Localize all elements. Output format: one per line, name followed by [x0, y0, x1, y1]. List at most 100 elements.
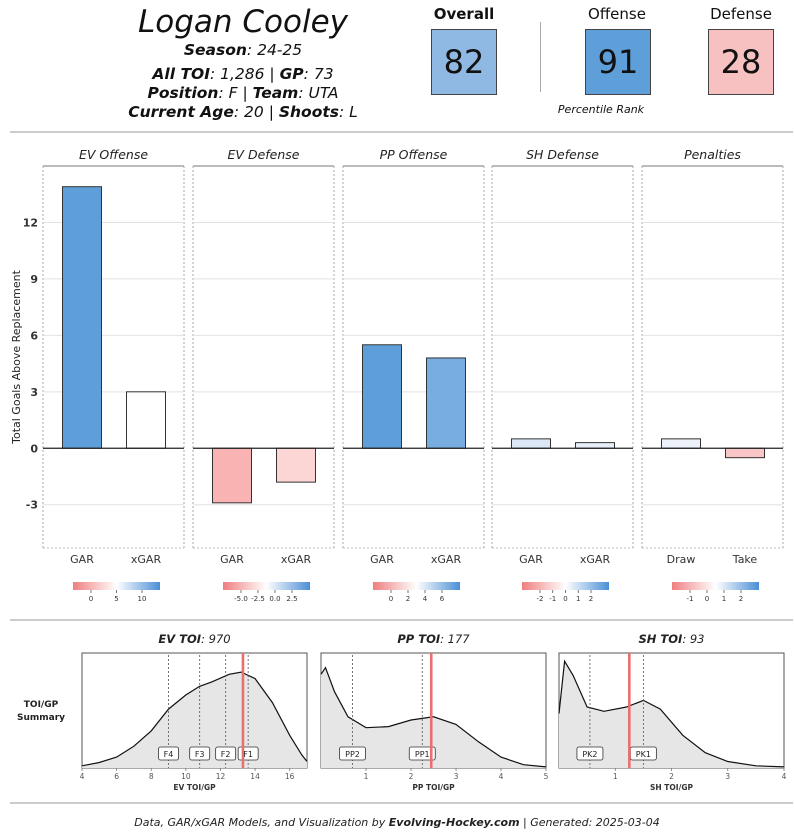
legend-tick-label: 2: [406, 595, 410, 603]
overall-rank-box: 82: [431, 29, 497, 95]
x-tick-label: GAR: [519, 553, 543, 566]
legend-tick-label: 0: [89, 595, 93, 603]
bar-panel: [491, 165, 634, 593]
x-tick-label: 4: [782, 772, 787, 781]
toi-gp-line: All TOI: 1,286 | GP: 73: [152, 65, 334, 83]
marker-box: [576, 746, 604, 761]
legend-tick-label: 4: [423, 595, 428, 603]
x-tick-label: 2: [669, 772, 674, 781]
x-tick-label: GAR: [220, 553, 244, 566]
y-tick-label: 6: [30, 329, 38, 342]
gp-value: 73: [313, 65, 334, 83]
x-axis-label: PP TOI/GP: [412, 783, 455, 792]
color-legend-bar: [223, 582, 310, 590]
toi-panel-title: PP TOI: 177: [397, 632, 470, 646]
legend-tick-label: 1: [576, 595, 580, 603]
footer-credit: Data, GAR/xGAR Models, and Visualization…: [0, 816, 794, 829]
x-tick-label: GAR: [70, 553, 94, 566]
legend-tick-label: 2: [739, 595, 743, 603]
x-tick-label: xGAR: [281, 553, 312, 566]
panel-title: EV Offense: [79, 147, 148, 162]
color-legend-bar: [373, 582, 460, 590]
age-shoots-line: Current Age: 20 | Shoots: L: [128, 103, 358, 121]
legend-tick-label: 0.0: [269, 595, 280, 603]
density-area: [82, 672, 307, 768]
shoots-value: L: [349, 103, 358, 121]
x-tick-label: 3: [454, 772, 459, 781]
footer-brand: Evolving-Hockey.com: [388, 816, 520, 829]
x-tick-label: xGAR: [131, 553, 162, 566]
density-area: [321, 667, 546, 768]
color-legend-bar: [672, 582, 759, 590]
legend-tick-label: 10: [138, 595, 147, 603]
toi-title-label: SH TOI: [639, 632, 684, 646]
toi-panel: PP TOI: 177: [320, 632, 547, 771]
x-tick-label: 10: [181, 772, 191, 781]
legend-tick-label: 0: [705, 595, 709, 603]
age-value: 20: [244, 103, 264, 121]
defense-rank-box: 28: [708, 29, 774, 95]
x-axis-label: EV TOI/GP: [173, 783, 216, 792]
x-tick-label: xGAR: [580, 553, 611, 566]
x-tick-label: 14: [250, 772, 260, 781]
overall-label: Overall: [433, 5, 495, 23]
bar: [212, 447, 252, 504]
legend-tick-label: 0: [389, 595, 393, 603]
legend-tick-label: 0: [563, 595, 567, 603]
density-line: [320, 666, 547, 768]
marker-label: F1: [243, 750, 253, 759]
y-tick-label: 0: [30, 442, 38, 455]
season-line: Season: 24-25: [183, 41, 303, 59]
bar: [661, 438, 701, 449]
toi-title-value: : 970: [201, 632, 230, 646]
toi-value: 1,286: [220, 65, 265, 83]
gp-label: GP: [279, 65, 304, 83]
x-tick-label: 6: [114, 772, 119, 781]
x-axis-label: SH TOI/GP: [650, 783, 693, 792]
legend-tick-label: -1: [549, 595, 556, 603]
x-tick-label: GAR: [370, 553, 394, 566]
toi-title-label: EV TOI: [158, 632, 201, 646]
x-tick-label: 4: [80, 772, 85, 781]
y-tick-label: 9: [30, 273, 38, 286]
footer-prefix: Data, GAR/xGAR Models, and Visualization…: [134, 816, 386, 829]
marker-box: [339, 746, 366, 761]
footer-suffix: | Generated: 2025-03-04: [523, 816, 660, 829]
position-team-line: Position: F | Team: UTA: [147, 84, 339, 102]
bar: [362, 344, 402, 449]
legend-tick-label: 2: [589, 595, 593, 603]
team-label: Team: [252, 84, 299, 102]
toi-panel: SH TOI: 93: [558, 632, 785, 771]
legend-tick-label: 5: [114, 595, 118, 603]
toi-title-value: : 177: [440, 632, 470, 646]
marker-label: PK1: [636, 750, 651, 759]
y-tick-label: 3: [30, 386, 38, 399]
x-tick-label: 5: [544, 772, 549, 781]
density-line: [81, 671, 308, 767]
position-value: F: [228, 84, 238, 102]
legend-tick-label: -2: [537, 595, 544, 603]
marker-box: [408, 746, 436, 761]
panel-title: SH Defense: [526, 147, 599, 162]
legend-tick-label: 2.5: [286, 595, 297, 603]
marker-label: PP1: [415, 750, 430, 759]
x-tick-label: 3: [725, 772, 730, 781]
color-legend-bar: [73, 582, 160, 590]
offense-label: Offense: [588, 5, 646, 23]
bar-panel: [342, 165, 485, 593]
toi-panel: EV TOI: 970: [81, 632, 308, 771]
panel-title: EV Defense: [228, 147, 300, 162]
team-value: UTA: [308, 84, 339, 102]
marker-box: [215, 746, 237, 761]
y-axis-label: Total Goals Above Replacement: [10, 269, 23, 444]
position-label: Position: [147, 84, 219, 102]
legend-tick-label: -1: [687, 595, 694, 603]
marker-label: F2: [221, 750, 231, 759]
toi-panel-title: EV TOI: 970: [158, 632, 230, 646]
legend-tick-label: -2.5: [251, 595, 265, 603]
bar: [62, 186, 102, 449]
bar: [126, 391, 166, 449]
toi-panel-title: SH TOI: 93: [639, 632, 705, 646]
x-tick-label: 2: [409, 772, 414, 781]
panel-title: PP Offense: [380, 147, 448, 162]
